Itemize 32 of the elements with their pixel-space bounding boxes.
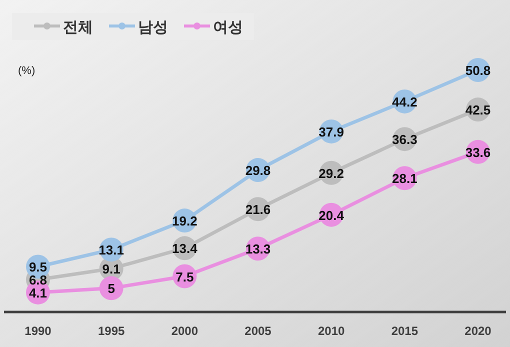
x-tick-label: 2000 (171, 324, 198, 338)
data-label: 13.3 (245, 242, 271, 257)
data-label: 21.6 (245, 202, 271, 218)
legend-label: 남성 (138, 19, 168, 36)
data-label: 19.2 (172, 214, 198, 229)
data-label: 37.9 (318, 124, 344, 140)
data-label: 7.5 (176, 269, 194, 284)
data-label: 20.4 (318, 208, 345, 223)
data-label: 44.2 (392, 94, 418, 110)
data-label: 5 (108, 281, 115, 296)
data-label: 29.2 (318, 166, 344, 181)
data-label: 9.1 (102, 262, 120, 277)
legend-label: 여성 (213, 19, 243, 36)
data-label: 50.8 (465, 63, 491, 78)
data-label: 6.8 (28, 272, 48, 288)
y-axis-title: (%) (18, 65, 36, 77)
data-label: 4.1 (28, 285, 48, 300)
x-tick-label: 2015 (391, 324, 418, 338)
x-tick-label: 2005 (244, 324, 272, 338)
x-tick-label: 2010 (318, 324, 346, 338)
x-tick-label: 1995 (98, 324, 126, 338)
data-label: 9.5 (28, 260, 48, 275)
legend-label: 전체 (63, 19, 93, 36)
data-label: 42.5 (465, 102, 491, 118)
data-label: 13.4 (172, 241, 198, 256)
data-label: 36.3 (392, 132, 418, 148)
x-tick-label: 2020 (464, 324, 492, 338)
data-label: 29.8 (245, 163, 271, 178)
data-label: 33.6 (465, 144, 491, 160)
data-label: 28.1 (392, 171, 418, 186)
data-label: 13.1 (98, 242, 124, 258)
x-tick-label: 1990 (24, 324, 52, 338)
